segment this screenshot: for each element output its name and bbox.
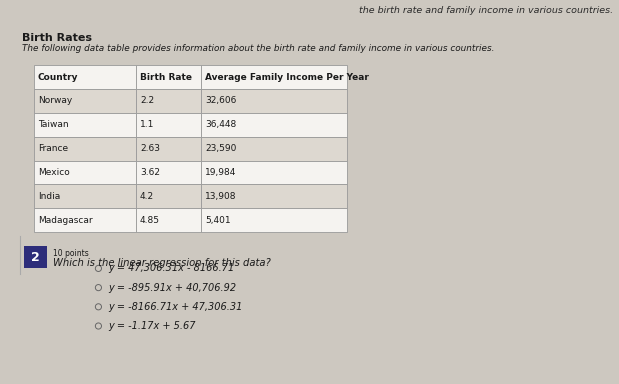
Text: 36,448: 36,448 (205, 120, 236, 129)
Text: 32,606: 32,606 (205, 96, 236, 106)
Text: 10 points: 10 points (53, 249, 89, 258)
Text: Which is the linear regression for this data?: Which is the linear regression for this … (53, 258, 271, 268)
Text: 13,908: 13,908 (205, 192, 236, 201)
Text: Madagascar: Madagascar (38, 215, 92, 225)
Text: 2: 2 (31, 251, 40, 264)
Text: 4.85: 4.85 (140, 215, 160, 225)
Text: 23,590: 23,590 (205, 144, 236, 153)
Text: y = -8166.71x + 47,306.31: y = -8166.71x + 47,306.31 (108, 302, 243, 312)
Text: Mexico: Mexico (38, 168, 69, 177)
Text: 2.63: 2.63 (140, 144, 160, 153)
Text: India: India (38, 192, 60, 201)
Text: 19,984: 19,984 (205, 168, 236, 177)
Text: 5,401: 5,401 (205, 215, 230, 225)
Text: Birth Rate: Birth Rate (140, 73, 192, 82)
Text: Birth Rates: Birth Rates (22, 33, 92, 43)
Text: 3.62: 3.62 (140, 168, 160, 177)
Text: y = 47,306.31x - 8166.71: y = 47,306.31x - 8166.71 (108, 263, 235, 273)
Text: The following data table provides information about the birth rate and family in: The following data table provides inform… (22, 44, 494, 53)
Text: Norway: Norway (38, 96, 72, 106)
Text: Average Family Income Per Year: Average Family Income Per Year (205, 73, 369, 82)
Text: Taiwan: Taiwan (38, 120, 68, 129)
Text: 1.1: 1.1 (140, 120, 154, 129)
Text: the birth rate and family income in various countries.: the birth rate and family income in vari… (358, 6, 613, 15)
Text: 2.2: 2.2 (140, 96, 154, 106)
Text: Country: Country (38, 73, 78, 82)
Text: France: France (38, 144, 68, 153)
Text: 4.2: 4.2 (140, 192, 154, 201)
Text: y = -895.91x + 40,706.92: y = -895.91x + 40,706.92 (108, 283, 236, 293)
Text: y = -1.17x + 5.67: y = -1.17x + 5.67 (108, 321, 196, 331)
